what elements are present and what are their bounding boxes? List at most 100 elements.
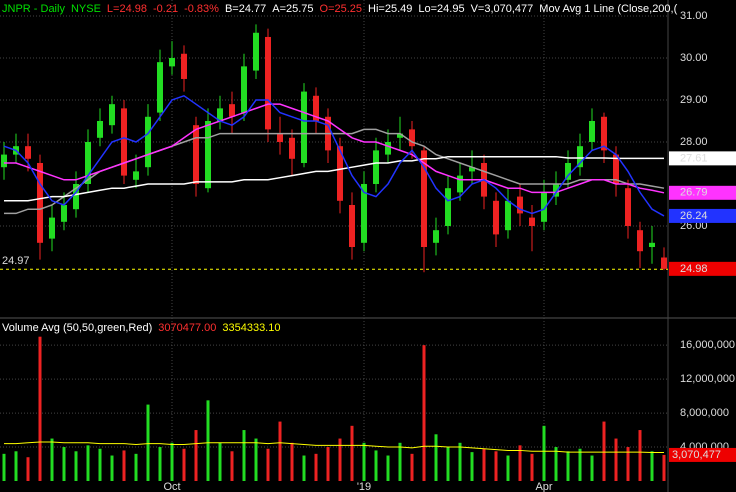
volume-bar — [458, 442, 462, 481]
candle-body — [349, 204, 355, 248]
volume-bar — [206, 400, 210, 481]
header-item: V=3,070,477 — [471, 3, 534, 15]
volume-bar — [350, 425, 354, 481]
price-label-box — [669, 151, 736, 166]
candle-body — [589, 120, 595, 142]
price-label: 24.98 — [680, 263, 708, 275]
volume-bar — [146, 404, 150, 481]
x-tick-label: Apr — [535, 481, 552, 492]
header-item: Lo=24.95 — [418, 3, 464, 15]
candle-body — [229, 104, 235, 117]
candle-body — [265, 36, 271, 130]
candle-body — [565, 162, 571, 180]
header-item: -0.21 — [153, 3, 178, 15]
volume-bar — [38, 336, 42, 481]
candle-body — [661, 257, 667, 269]
volume-bar — [302, 455, 306, 481]
volume-bar — [446, 447, 450, 481]
candle-body — [553, 183, 559, 197]
candle-body — [169, 57, 175, 67]
candle-body — [505, 200, 511, 231]
header-item: -0.83% — [184, 3, 219, 15]
candle-body — [433, 230, 439, 243]
candle-body — [253, 32, 259, 71]
volume-bar — [338, 438, 342, 481]
header-item: 3354333.10 — [222, 322, 280, 334]
x-tick-label: Oct — [163, 481, 180, 492]
header-item: A=25.75 — [272, 3, 313, 15]
candle-body — [217, 108, 223, 121]
header-item: NYSE — [71, 3, 101, 15]
candle-body — [133, 171, 139, 180]
volume-bar — [182, 448, 186, 481]
moving-average — [4, 103, 665, 194]
moving-average — [3, 94, 665, 217]
volume-bar — [254, 438, 258, 481]
volume-average — [4, 441, 665, 454]
reference-label: 24.97 — [2, 255, 30, 267]
volume-bar — [626, 447, 630, 481]
volume-bar — [386, 455, 390, 481]
price-label: 27.61 — [680, 152, 708, 164]
candle-body — [145, 116, 151, 168]
volume-bar — [110, 455, 114, 481]
candle-body — [157, 62, 163, 113]
candle-body — [1, 154, 7, 168]
candle-body — [517, 196, 523, 214]
volume-bar — [494, 451, 498, 481]
header-item: Mov Avg 1 Line (Close,200,( — [539, 3, 677, 15]
candle-body — [637, 230, 643, 252]
candle-body — [409, 129, 415, 147]
header-item: JNPR - Daily — [2, 3, 65, 15]
volume-bar — [14, 451, 18, 481]
y-tick-label: 12,000,000 — [680, 373, 735, 385]
candle-body — [493, 200, 499, 235]
candle-body — [313, 95, 319, 121]
moving-average — [4, 155, 664, 202]
candle-body — [529, 217, 535, 227]
header-item: O=25.25 — [320, 3, 363, 15]
candle-body — [301, 91, 307, 163]
header-item: Hi=25.49 — [368, 3, 412, 15]
x-tick-label: '19 — [357, 481, 371, 492]
volume-bar — [62, 447, 66, 481]
price-label-box — [669, 185, 736, 200]
volume-bar — [230, 451, 234, 481]
volume-bar — [86, 445, 90, 481]
volume-bar — [470, 452, 474, 481]
candle-body — [49, 217, 55, 239]
candle-body — [625, 188, 631, 227]
y-tick-label: 8,000,000 — [680, 407, 729, 419]
volume-bar — [650, 451, 654, 481]
candle-body — [421, 150, 427, 248]
candle-body — [649, 242, 655, 248]
price-label-box — [669, 261, 736, 276]
volume-bar — [170, 442, 174, 481]
volume-bar — [362, 442, 366, 481]
volume-label-box — [669, 447, 736, 462]
candle-body — [469, 167, 475, 172]
candle-body — [73, 183, 79, 210]
volume-bar — [278, 421, 282, 481]
volume-bar — [542, 425, 546, 481]
header-item: Volume Avg (50,50,green,Red) — [2, 322, 152, 334]
candle-body — [613, 154, 619, 184]
candle-body — [85, 141, 91, 184]
volume-bar — [98, 448, 102, 481]
volume-bar — [482, 448, 486, 481]
y-tick-label: 28.00 — [680, 136, 708, 148]
volume-bar — [566, 451, 570, 481]
y-tick-label: 31.00 — [680, 10, 708, 22]
volume-bar — [530, 453, 534, 481]
header: JNPR - Daily NYSE L=24.98 -0.21 -0.83% B=24.7… — [2, 3, 678, 15]
volume-bar — [74, 451, 78, 481]
price-label: 26.79 — [680, 187, 708, 199]
candle-body — [385, 141, 391, 155]
volume-bar — [638, 430, 642, 481]
volume-bar — [218, 442, 222, 481]
volume-bar — [614, 438, 618, 481]
volume-bar — [194, 430, 198, 481]
volume-bar — [266, 448, 270, 481]
candle-body — [277, 133, 283, 142]
